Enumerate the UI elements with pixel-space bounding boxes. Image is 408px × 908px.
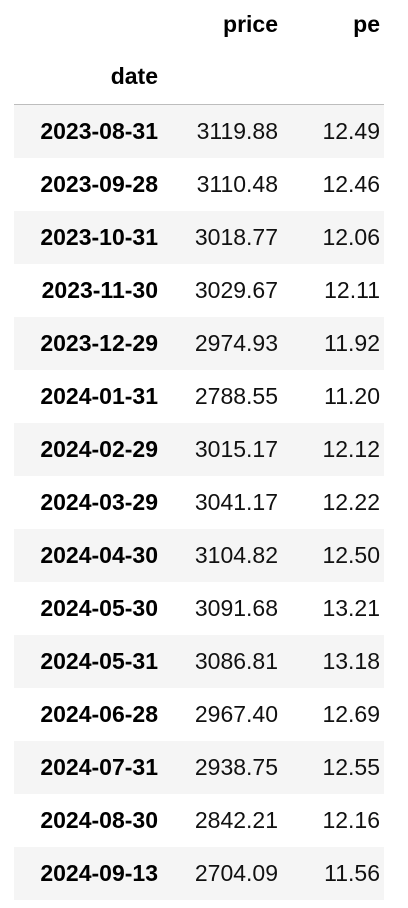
table-row: 2024-09-13 2704.09 11.56: [14, 847, 384, 900]
cell-price: 2938.75: [194, 754, 278, 780]
table-row: 2024-07-31 2938.75 12.55: [14, 741, 384, 794]
table-row: 2023-10-31 3018.77 12.06: [14, 211, 384, 264]
cell-pe: 12.16: [322, 807, 380, 833]
column-header-pe: pe: [353, 11, 380, 37]
column-header-price: price: [223, 11, 278, 37]
cell-pe: 12.50: [322, 542, 380, 568]
column-header-row: price pe: [14, 0, 384, 48]
row-index-date: 2024-03-29: [40, 489, 158, 515]
table-row: 2024-02-29 3015.17 12.12: [14, 423, 384, 476]
cell-price: 2788.55: [194, 383, 278, 409]
table-row: 2023-08-31 3119.88 12.49: [14, 104, 384, 158]
table-row: 2024-06-28 2967.40 12.69: [14, 688, 384, 741]
row-index-date: 2023-08-31: [40, 118, 158, 144]
cell-pe: 13.18: [322, 648, 380, 674]
row-index-date: 2023-12-29: [40, 330, 158, 356]
cell-pe: 11.92: [324, 330, 380, 356]
row-index-date: 2024-09-13: [40, 860, 158, 886]
cell-pe: 12.49: [322, 118, 380, 144]
index-header-blank: [162, 48, 282, 105]
row-index-date: 2023-10-31: [40, 224, 158, 250]
table-row: 2024-04-30 3104.82 12.50: [14, 529, 384, 582]
table-row: 2024-08-30 2842.21 12.16: [14, 794, 384, 847]
cell-pe: 12.22: [322, 489, 380, 515]
cell-pe: 12.55: [322, 754, 380, 780]
cell-pe: 13.21: [322, 595, 380, 621]
cell-price: 3119.88: [196, 118, 278, 144]
row-index-date: 2024-05-31: [40, 648, 158, 674]
cell-price: 2967.40: [194, 701, 278, 727]
cell-price: 2974.93: [194, 330, 278, 356]
row-index-date: 2024-06-28: [40, 701, 158, 727]
cell-pe: 12.12: [322, 436, 380, 462]
cell-price: 3104.82: [194, 542, 278, 568]
table-row: 2024-05-30 3091.68 13.21: [14, 582, 384, 635]
corner-cell: [14, 0, 162, 48]
table-row: 2023-12-29 2974.93 11.92: [14, 317, 384, 370]
table-row: 2024-01-31 2788.55 11.20: [14, 370, 384, 423]
row-index-date: 2023-11-30: [41, 277, 158, 303]
cell-pe: 12.69: [322, 701, 380, 727]
row-index-date: 2024-05-30: [40, 595, 158, 621]
row-index-date: 2023-09-28: [40, 171, 158, 197]
cell-price: 3041.17: [194, 489, 278, 515]
cell-price: 3091.68: [194, 595, 278, 621]
cell-price: 2842.21: [194, 807, 278, 833]
table-header: price pe date: [14, 0, 384, 105]
cell-pe: 12.06: [322, 224, 380, 250]
cell-price: 3029.67: [194, 277, 278, 303]
cell-price: 3018.77: [194, 224, 278, 250]
dataframe-table: price pe date 2023-08-31 3119.88 12.49 2023…: [14, 0, 384, 900]
row-index-date: 2024-04-30: [40, 542, 158, 568]
cell-price: 3110.48: [196, 171, 278, 197]
row-index-date: 2024-02-29: [40, 436, 158, 462]
cell-pe: 11.56: [324, 860, 380, 886]
index-header-row: date: [14, 48, 384, 105]
table-row: 2024-05-31 3086.81 13.18: [14, 635, 384, 688]
index-name-header: date: [14, 48, 162, 105]
table-row: 2023-09-28 3110.48 12.46: [14, 158, 384, 211]
index-header-blank: [282, 48, 384, 105]
cell-price: 3015.17: [194, 436, 278, 462]
table-row: 2023-11-30 3029.67 12.11: [14, 264, 384, 317]
row-index-date: 2024-01-31: [40, 383, 158, 409]
row-index-date: 2024-07-31: [40, 754, 158, 780]
cell-pe: 12.11: [324, 277, 380, 303]
row-index-date: 2024-08-30: [40, 807, 158, 833]
table-row: 2024-03-29 3041.17 12.22: [14, 476, 384, 529]
cell-pe: 12.46: [322, 171, 380, 197]
table-body: 2023-08-31 3119.88 12.49 2023-09-28 3110.48 1…: [14, 104, 384, 900]
cell-price: 3086.81: [194, 648, 278, 674]
cell-pe: 11.20: [324, 383, 380, 409]
cell-price: 2704.09: [194, 860, 278, 886]
